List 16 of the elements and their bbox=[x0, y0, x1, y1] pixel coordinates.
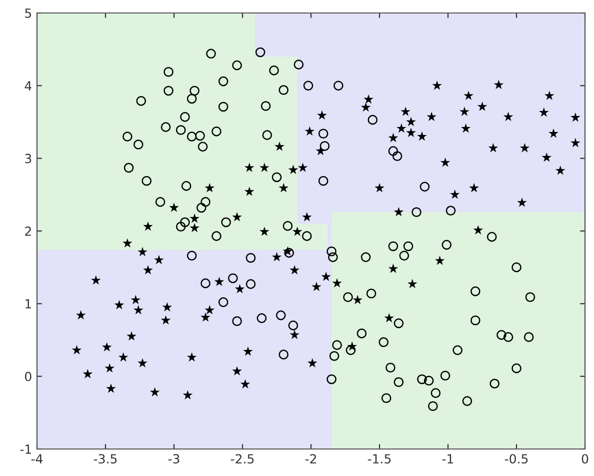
x-tick-label: -3.5 bbox=[94, 454, 117, 464]
x-tick-label: -1 bbox=[442, 454, 454, 464]
y-tick-label: 3 bbox=[25, 154, 32, 164]
x-tick-label: -4 bbox=[31, 454, 43, 464]
x-tick-label: -2.5 bbox=[230, 454, 254, 464]
y-tick-label: 1 bbox=[26, 299, 31, 308]
x-tick-label: -0.5 bbox=[504, 454, 528, 464]
y-tick-label: 5 bbox=[25, 8, 32, 18]
y-tick-label: 0 bbox=[25, 372, 32, 382]
x-tick-label: 0 bbox=[582, 454, 588, 464]
x-tick-label: -1.5 bbox=[368, 454, 391, 464]
x-tick-label: -3 bbox=[168, 454, 180, 464]
y-tick-label: 2 bbox=[25, 226, 31, 236]
y-tick-label: 4 bbox=[24, 81, 32, 90]
y-tick-label: -1 bbox=[20, 444, 31, 454]
x-tick-label: -2 bbox=[305, 454, 316, 464]
